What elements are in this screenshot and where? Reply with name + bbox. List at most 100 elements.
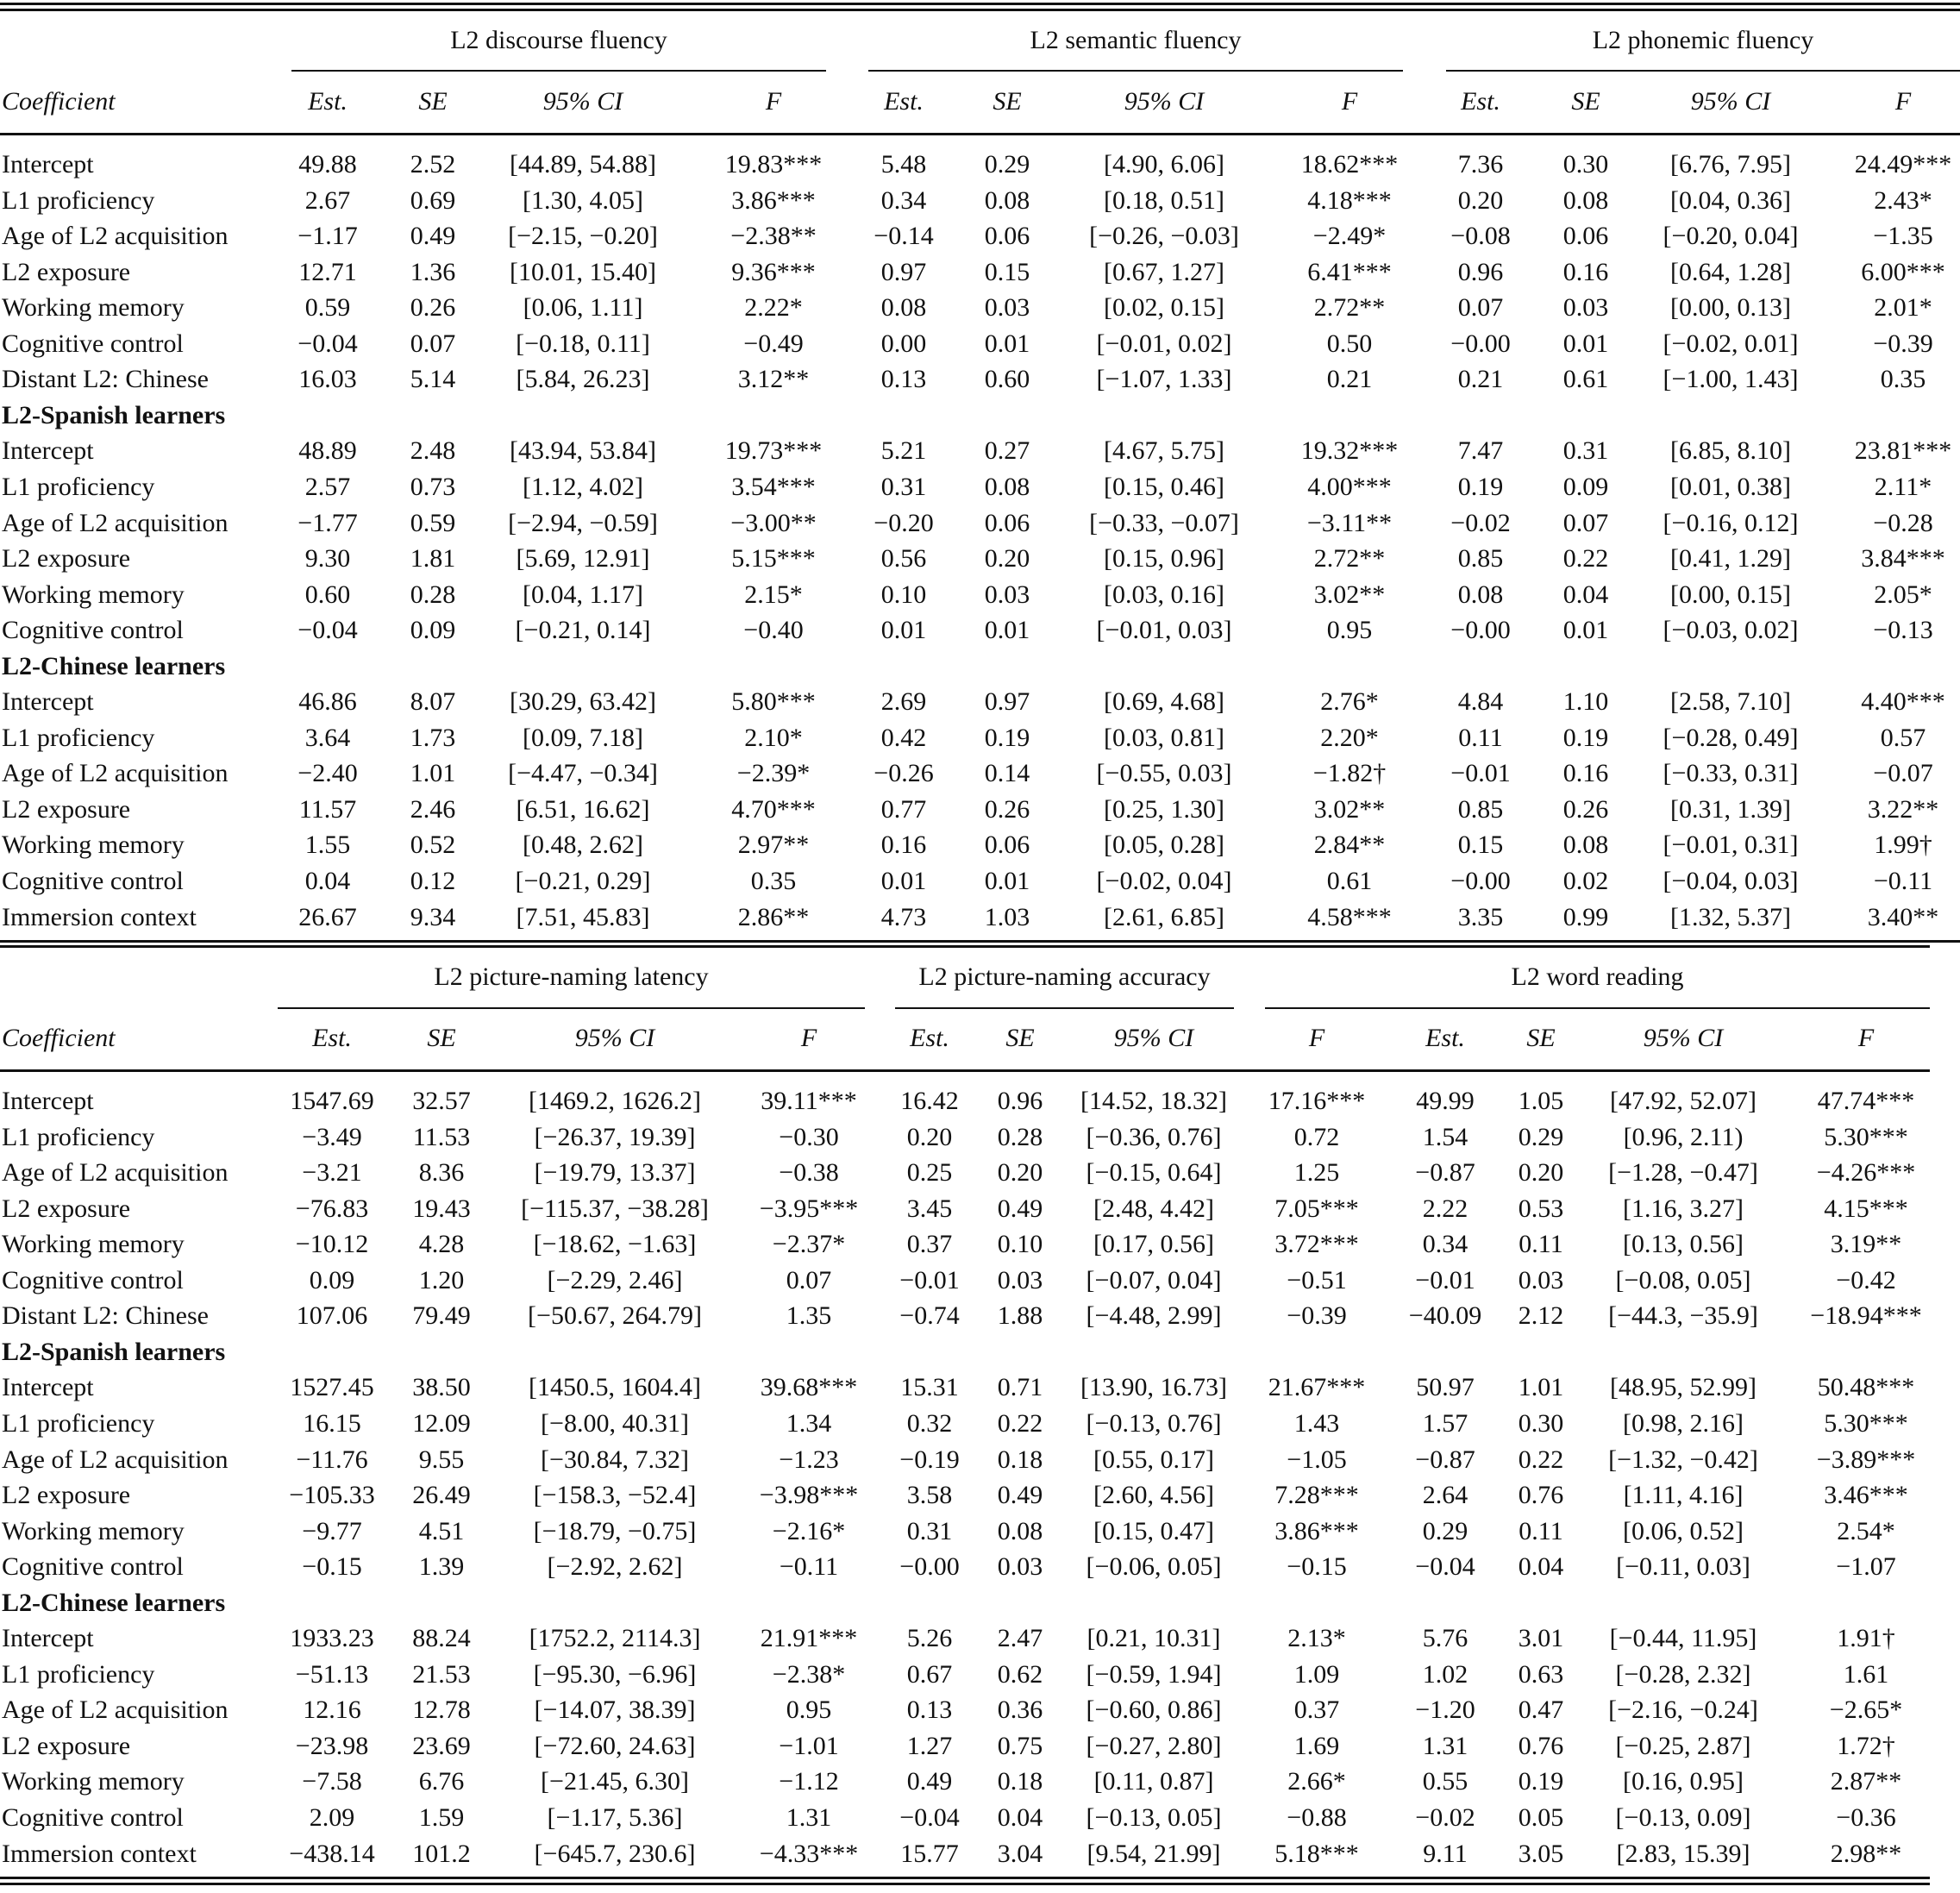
cell-se: 9.34 xyxy=(410,902,456,931)
row-label: L2 exposure xyxy=(2,1194,131,1223)
cell-se: 0.06 xyxy=(984,831,1030,860)
cell-est: 4.84 xyxy=(1457,687,1504,717)
cell-est: 0.59 xyxy=(304,293,351,323)
top-rule-outer xyxy=(0,3,1960,5)
cell-est: 5.48 xyxy=(880,150,927,179)
cell-est: −0.04 xyxy=(297,616,358,645)
cell-f: 1.91† xyxy=(1837,1624,1895,1653)
cell-ci: [0.09, 7.18] xyxy=(523,723,643,752)
cell-se: 26.49 xyxy=(412,1481,471,1510)
cell-f: 2.97** xyxy=(737,831,810,860)
cell-se: 0.06 xyxy=(984,508,1030,537)
cell-ci: [−0.36, 0.76] xyxy=(1086,1122,1222,1151)
cell-se: 0.20 xyxy=(984,544,1030,574)
cell-ci: [1.30, 4.05] xyxy=(523,185,643,215)
cell-est: −0.26 xyxy=(874,759,934,788)
cell-se: 0.28 xyxy=(997,1122,1043,1151)
cell-est: 0.01 xyxy=(880,867,927,895)
cell-f: −0.88 xyxy=(1287,1803,1347,1832)
cell-se: 0.18 xyxy=(997,1445,1043,1474)
cell-ci: [0.96, 2.11) xyxy=(1623,1122,1744,1151)
group-title: L2 phonemic fluency xyxy=(1592,26,1814,54)
cell-ci: [−0.08, 0.05] xyxy=(1615,1265,1751,1294)
cell-est: −0.19 xyxy=(899,1445,960,1474)
cell-f: −0.28 xyxy=(1873,508,1933,537)
cell-ci: [48.95, 52.99] xyxy=(1610,1373,1756,1402)
column-header-est: Est. xyxy=(884,87,924,116)
cell-se: 0.22 xyxy=(1518,1445,1564,1474)
row-label: Cognitive control xyxy=(2,867,184,895)
cell-est: 1547.69 xyxy=(290,1087,374,1115)
cell-ci: [0.17, 0.56] xyxy=(1093,1230,1214,1259)
cell-f: 24.49*** xyxy=(1854,150,1952,179)
cell-f: 2.76* xyxy=(1320,687,1379,717)
cell-se: 1.10 xyxy=(1562,687,1609,717)
cell-est: −0.02 xyxy=(1450,508,1511,537)
cell-ci: [−0.25, 2.87] xyxy=(1615,1731,1751,1760)
row-label: Cognitive control xyxy=(2,1552,184,1582)
column-header-se: SE xyxy=(1005,1024,1035,1052)
cell-f: 0.57 xyxy=(1880,723,1926,752)
cell-est: −51.13 xyxy=(295,1659,369,1689)
cell-se: 0.27 xyxy=(984,436,1030,466)
cell-se: 8.07 xyxy=(410,687,456,717)
cell-se: 0.31 xyxy=(1562,436,1609,466)
cell-se: 23.69 xyxy=(412,1731,471,1760)
cell-f: 1.25 xyxy=(1293,1158,1340,1188)
cell-se: 0.59 xyxy=(410,508,456,537)
cell-est: 1.54 xyxy=(1422,1122,1468,1151)
cell-f: 2.84** xyxy=(1313,831,1386,860)
table-2: L2 picture-naming latency L2 picture-nami… xyxy=(0,937,1930,1885)
row-label: Working memory xyxy=(2,293,185,323)
cell-se: 0.09 xyxy=(410,616,456,645)
cell-f: 4.40*** xyxy=(1861,687,1945,717)
cell-se: 0.20 xyxy=(997,1158,1043,1188)
cell-f: 2.72** xyxy=(1313,544,1386,574)
cell-est: 0.34 xyxy=(880,185,927,215)
cell-f: −2.39* xyxy=(736,759,811,788)
section-heading: L2-Spanish learners xyxy=(2,400,226,429)
cell-ci: [−14.07, 38.39] xyxy=(534,1696,696,1725)
cell-se: 0.06 xyxy=(984,222,1030,251)
cell-ci: [−50.67, 264.79] xyxy=(528,1301,702,1331)
cell-f: 3.84*** xyxy=(1861,544,1945,574)
cell-se: 2.46 xyxy=(410,794,456,824)
cell-ci: [−0.28, 2.32] xyxy=(1615,1659,1751,1689)
cell-est: −1.77 xyxy=(297,508,358,537)
cell-est: −1.17 xyxy=(297,222,358,251)
cell-f: 3.86*** xyxy=(1274,1516,1359,1545)
cell-est: 3.64 xyxy=(304,723,351,752)
cell-ci: [0.15, 0.47] xyxy=(1093,1516,1214,1545)
cell-ci: [−0.01, 0.31] xyxy=(1663,831,1799,860)
row-label: Cognitive control xyxy=(2,1265,184,1294)
cell-est: 9.11 xyxy=(1423,1839,1468,1868)
column-header-f: F xyxy=(800,1024,817,1052)
cell-est: 0.56 xyxy=(880,544,927,574)
cell-ci: [−1.17, 5.36] xyxy=(547,1803,683,1832)
cell-ci: [0.55, 0.17] xyxy=(1093,1445,1214,1474)
cell-est: 15.77 xyxy=(900,1839,959,1868)
cell-se: 0.07 xyxy=(410,329,456,358)
cell-est: 7.47 xyxy=(1457,436,1504,466)
cell-f: 0.35 xyxy=(1880,365,1926,394)
cell-f: 3.86*** xyxy=(731,185,816,215)
cell-se: 5.14 xyxy=(410,365,456,394)
cell-f: 1.72† xyxy=(1837,1731,1895,1760)
cell-se: 0.29 xyxy=(1518,1122,1564,1151)
cell-est: −0.20 xyxy=(874,508,934,537)
cell-est: 16.42 xyxy=(900,1087,959,1115)
cell-f: 50.48*** xyxy=(1817,1373,1915,1402)
cell-f: 5.15*** xyxy=(731,544,816,574)
cell-est: −76.83 xyxy=(295,1194,369,1223)
cell-f: 2.86** xyxy=(737,902,810,931)
cell-se: 0.01 xyxy=(984,616,1030,645)
cell-f: 2.43* xyxy=(1874,185,1932,215)
cell-se: 1.81 xyxy=(410,544,456,574)
cell-est: 9.30 xyxy=(304,544,351,574)
cell-se: 1.20 xyxy=(418,1265,465,1294)
cell-ci: [−4.48, 2.99] xyxy=(1086,1301,1222,1331)
column-header-ci: 95% CI xyxy=(1124,87,1205,116)
cell-se: 0.30 xyxy=(1518,1408,1564,1438)
row-label: Intercept xyxy=(2,1087,94,1115)
section-heading: L2-Spanish learners xyxy=(2,1337,226,1366)
